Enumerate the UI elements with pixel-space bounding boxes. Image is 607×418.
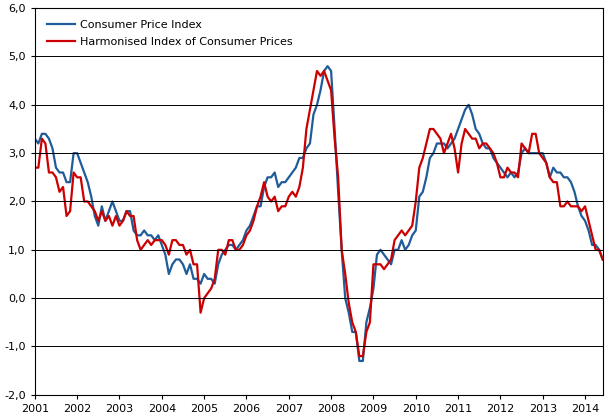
Consumer Price Index xyxy=(218,252,225,257)
Harmonised Index of Consumer Prices xyxy=(31,165,38,170)
Consumer Price Index xyxy=(599,257,606,262)
Harmonised Index of Consumer Prices xyxy=(215,247,222,252)
Harmonised Index of Consumer Prices xyxy=(490,150,497,155)
Harmonised Index of Consumer Prices xyxy=(356,354,363,359)
Consumer Price Index xyxy=(324,64,331,69)
Consumer Price Index xyxy=(215,262,222,267)
Harmonised Index of Consumer Prices xyxy=(81,199,88,204)
Consumer Price Index xyxy=(490,155,497,161)
Consumer Price Index xyxy=(31,136,38,141)
Consumer Price Index xyxy=(493,161,501,166)
Consumer Price Index xyxy=(412,228,419,233)
Legend: Consumer Price Index, Harmonised Index of Consumer Prices: Consumer Price Index, Harmonised Index o… xyxy=(41,14,300,54)
Consumer Price Index xyxy=(356,359,363,364)
Harmonised Index of Consumer Prices xyxy=(218,247,225,252)
Consumer Price Index xyxy=(81,170,88,175)
Line: Harmonised Index of Consumer Prices: Harmonised Index of Consumer Prices xyxy=(35,71,603,356)
Line: Consumer Price Index: Consumer Price Index xyxy=(35,66,603,361)
Harmonised Index of Consumer Prices xyxy=(313,69,320,74)
Harmonised Index of Consumer Prices xyxy=(412,199,419,204)
Harmonised Index of Consumer Prices xyxy=(599,257,606,262)
Harmonised Index of Consumer Prices xyxy=(493,161,501,166)
